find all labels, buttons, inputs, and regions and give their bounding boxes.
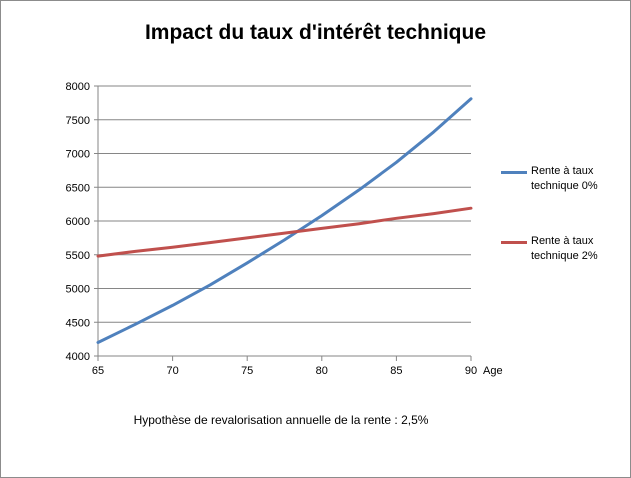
y-tick-label-4000: 4000 xyxy=(66,351,90,363)
x-tick-label-90: 90 xyxy=(465,365,477,377)
y-tick-label-5500: 5500 xyxy=(66,250,90,262)
y-tick-label-5000: 5000 xyxy=(66,284,90,296)
x-tick-label-70: 70 xyxy=(166,365,178,377)
x-tick-label-65: 65 xyxy=(92,365,104,377)
y-tick-label-4500: 4500 xyxy=(66,317,90,329)
x-tick-label-80: 80 xyxy=(316,365,328,377)
y-tick-label-7500: 7500 xyxy=(66,115,90,127)
x-tick-label-85: 85 xyxy=(390,365,402,377)
legend-label-series-1: Rente à taux technique 0% xyxy=(531,165,598,192)
y-tick-label-6000: 6000 xyxy=(66,216,90,228)
series-line-1 xyxy=(96,97,473,344)
chart-note: Hypothèse de revalorisation annuelle de … xyxy=(133,413,429,427)
x-axis-title: Age xyxy=(483,365,503,377)
legend-swatch-series-1 xyxy=(501,171,527,174)
legend-swatch-series-2 xyxy=(501,241,527,244)
x-tick-label-75: 75 xyxy=(241,365,253,377)
y-tick-label-7000: 7000 xyxy=(66,149,90,161)
series-line-2 xyxy=(96,206,473,258)
legend-label-series-2: Rente à taux technique 2% xyxy=(531,235,598,262)
chart-title: Impact du taux d'intérêt technique xyxy=(144,21,487,44)
y-tick-label-8000: 8000 xyxy=(66,81,90,93)
y-tick-label-6500: 6500 xyxy=(66,182,90,194)
